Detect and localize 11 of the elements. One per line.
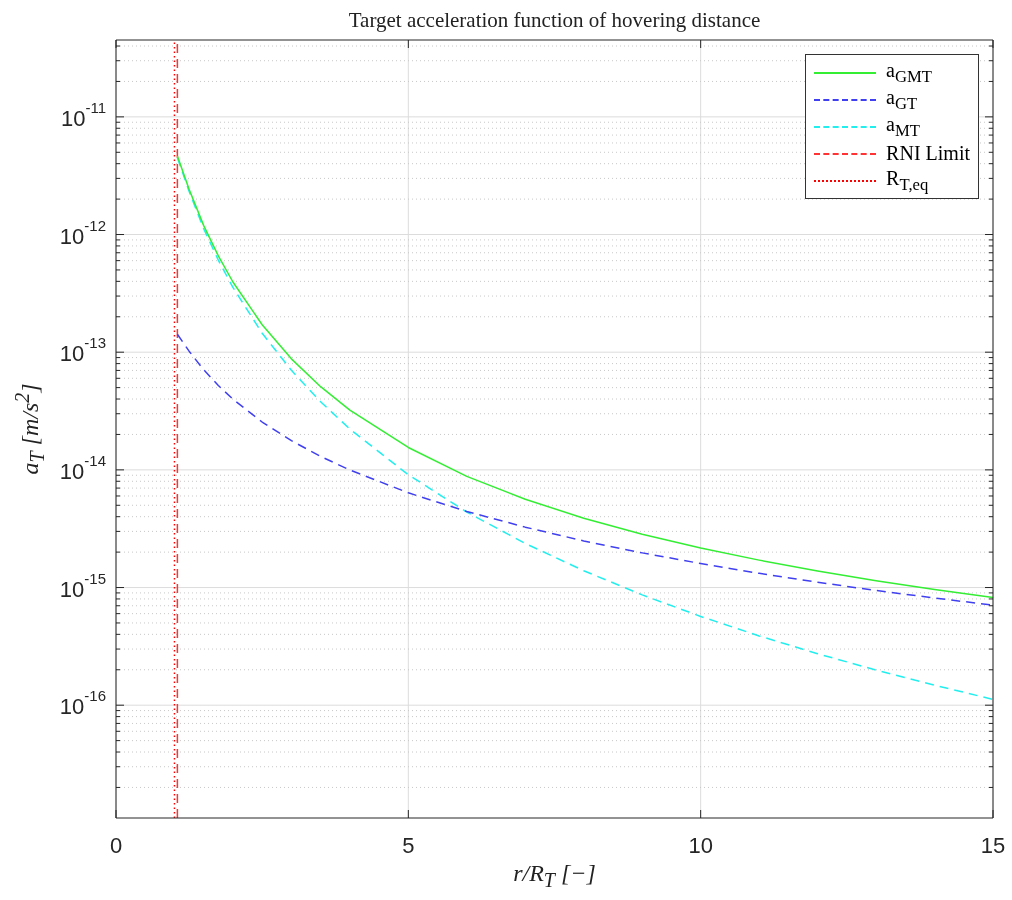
legend-label: a$_{MT}$ [886, 112, 920, 141]
legend-label: a$_{GMT}$ [886, 58, 933, 87]
x-axis-title: r/R$_{T}$ [−] [512, 860, 597, 892]
x-tick-label: 0 [109, 833, 123, 859]
x-tick-label: 5 [402, 833, 415, 859]
x-tick-label: 15 [980, 833, 1006, 859]
x-tick-label: 10 [688, 833, 713, 859]
chart-title: Target acceleration function of hovering distance [347, 8, 762, 33]
legend-label: a$_{GT}$ [886, 85, 918, 114]
legend-label: R$_{T,eq}$ [886, 166, 929, 195]
legend-label: RNI Limit [886, 142, 970, 165]
